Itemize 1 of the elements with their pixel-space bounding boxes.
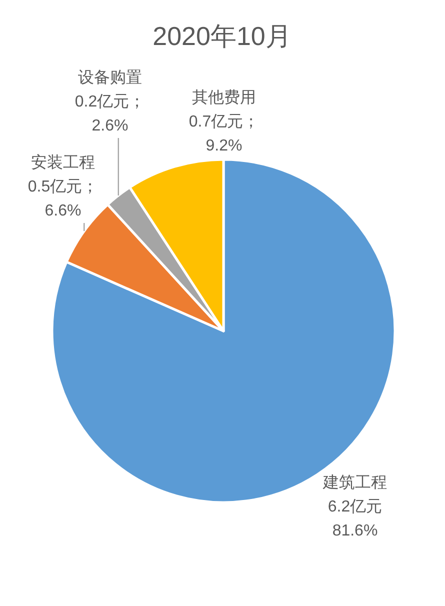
title: 2020年10月 — [152, 21, 292, 51]
